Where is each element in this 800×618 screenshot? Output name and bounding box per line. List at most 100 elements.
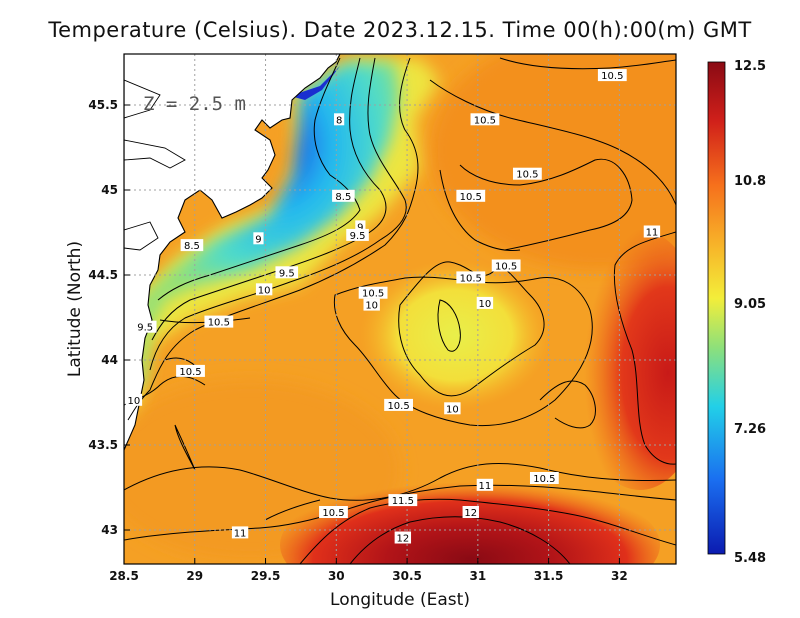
contour-label-text: 10.5	[516, 170, 538, 181]
contour-label-text: 10	[479, 299, 492, 310]
plot-frame	[123, 53, 677, 565]
y-axis: 43 43.5 44 44.5 45 45.5	[88, 98, 130, 537]
depth-label: Z = 2.5 m	[143, 93, 246, 115]
contour-label-text: 10.5	[362, 289, 384, 300]
contour-label-bg	[363, 298, 380, 311]
contour-label: 10.5	[204, 315, 234, 329]
contour-label: 10.5	[384, 398, 413, 412]
y-tick-label: 43	[101, 523, 118, 537]
contour-10-5-sw-arm	[264, 499, 321, 521]
contour-label-bg	[456, 189, 486, 202]
contour-label-bg	[125, 393, 143, 406]
contour-label-bg	[346, 228, 369, 241]
contour-label: 10	[444, 402, 461, 415]
contour-12	[349, 516, 571, 564]
estuary-outline	[124, 139, 186, 169]
contour-label-text: 10	[365, 301, 378, 312]
contour-label-text: 8.5	[335, 192, 351, 203]
contour-10-5-mid	[439, 169, 521, 251]
contour-label-bg	[176, 364, 205, 377]
grid-lines	[124, 54, 676, 564]
contour-label: 9	[253, 232, 264, 245]
contour-label-text: 11	[646, 228, 659, 239]
contour-label-text: 11.5	[392, 496, 414, 507]
contour-label-text: 10.5	[179, 367, 201, 378]
contour-9	[151, 57, 387, 341]
contour-label-bg	[133, 320, 157, 333]
contour-label: 10	[363, 298, 380, 312]
contour-label-bg	[512, 167, 542, 180]
contour-label: 10	[125, 393, 143, 407]
contour-label: 10.5	[470, 113, 500, 126]
contour-label: 10.5	[358, 286, 388, 300]
y-tick-label: 44	[101, 353, 118, 367]
cool-core-central	[360, 260, 550, 410]
contour-label-text: 9	[255, 234, 261, 245]
contour-label: 10.5	[319, 506, 348, 519]
contour-label-text: 10.5	[474, 115, 496, 126]
contour-label: 10.5	[456, 271, 486, 284]
contour-label-text: 12	[464, 508, 477, 519]
x-tick-label: 28.5	[109, 569, 139, 583]
colorbar-label: 7.26	[734, 422, 766, 437]
contour-label: 11	[476, 478, 494, 492]
colorbar-label: 12.5	[734, 59, 766, 74]
x-axis-title: Longitude (East)	[330, 590, 470, 610]
contour-label-text: 10	[258, 285, 271, 296]
x-tick-label: 30	[328, 569, 345, 583]
contour-label-text: 10	[128, 396, 141, 407]
x-tick-label: 31.5	[534, 569, 564, 583]
contour-10-central	[398, 261, 545, 397]
contour-label: 9.5	[275, 266, 299, 279]
contour-11-5	[299, 498, 676, 564]
colorbar-label: 10.8	[734, 174, 766, 189]
contour-9-5-central	[437, 299, 461, 352]
contour-label-bg	[462, 506, 479, 518]
contour-label-bg	[597, 69, 627, 82]
contour-label: 9.5	[133, 320, 157, 334]
contour-label: 10.5	[491, 259, 521, 273]
contour-label-bg	[476, 296, 494, 309]
contour-label-text: 10.5	[322, 508, 344, 519]
contour-label-bg	[384, 398, 413, 411]
y-tick-label: 45	[101, 183, 118, 197]
contour-label-text: 10.5	[495, 262, 517, 273]
colorbar-gradient	[707, 61, 726, 555]
contour-label: 8.5	[332, 189, 355, 203]
contour-label-bg	[358, 286, 388, 299]
contour-label: 11.5	[388, 494, 418, 507]
contour-label-bg	[444, 402, 461, 415]
y-tick-label: 45.5	[88, 98, 118, 112]
colorbar: 12.5 10.8 9.05 7.26 5.48	[707, 59, 766, 566]
y-tick-label: 44.5	[88, 268, 118, 282]
contour-10-5-se-eddy	[539, 380, 596, 429]
contour-label: 10.5	[456, 189, 486, 203]
contour-label: 12	[462, 506, 479, 519]
contour-label: 9	[355, 220, 366, 233]
contour-label: 10.5	[529, 472, 559, 485]
contour-label-text: 11	[234, 528, 247, 539]
contour-label-text: 10.5	[460, 273, 482, 284]
contour-label-bg	[456, 271, 486, 284]
contour-label-text: 10.5	[533, 474, 555, 485]
contour-label-bg	[275, 266, 299, 279]
contour-label-text: 8.5	[184, 241, 200, 252]
warm-patch-ne	[430, 54, 676, 270]
contour-label: 12	[394, 531, 412, 545]
contour-label-bg	[388, 494, 418, 507]
x-axis: 28.5 29 29.5 30 30.5 31 31.5 32	[109, 558, 628, 583]
contour-label: 8	[334, 113, 345, 126]
x-tick-label: 32	[611, 569, 628, 583]
contour-label-bg	[470, 113, 500, 126]
contour-10-5-north	[429, 79, 676, 206]
contour-label-bg	[355, 220, 366, 233]
contour-label-bg	[204, 315, 234, 328]
contour-9-5	[149, 57, 407, 371]
contour-label: 11	[231, 526, 249, 539]
contour-label-text: 9	[357, 222, 363, 233]
contour-label-text: 10	[446, 404, 459, 415]
contour-label: 10	[255, 283, 273, 296]
contour-10-5-ne	[459, 158, 633, 251]
contour-label-bg	[253, 232, 264, 245]
